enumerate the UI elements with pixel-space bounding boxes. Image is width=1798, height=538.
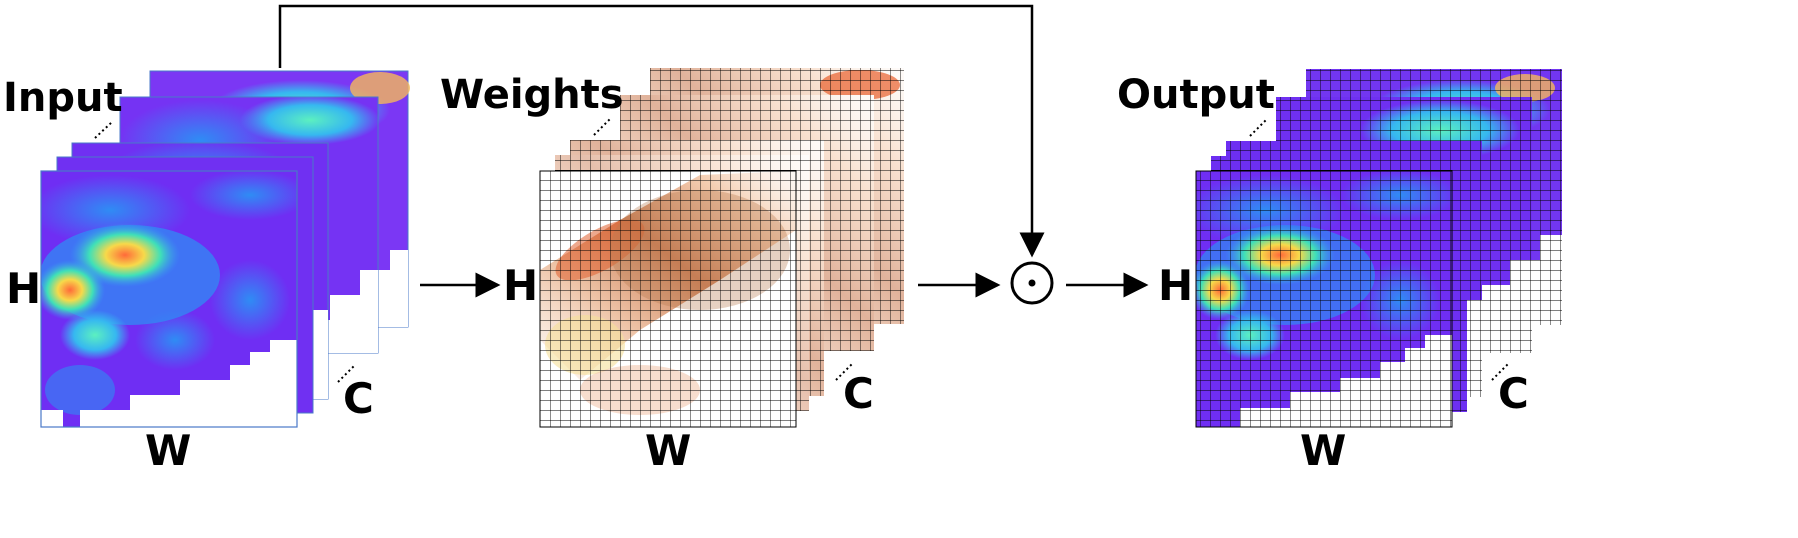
output-feature-stack: [1195, 69, 1562, 428]
input-depth-dots-bottom: [337, 365, 355, 383]
input-width-label: W: [145, 426, 191, 475]
output-depth-dots-top: [1249, 119, 1267, 137]
weights-width-label: W: [645, 426, 691, 475]
weights-title: Weights: [440, 72, 624, 118]
weights-stack: [539, 68, 904, 428]
input-channel-label: C: [343, 374, 374, 423]
input-title: Input: [3, 75, 123, 121]
input-feature-stack: [40, 70, 410, 428]
output-layer-front: [1196, 171, 1452, 427]
weights-layer-front: [540, 171, 796, 427]
output-channel-label: C: [1498, 369, 1529, 418]
input-depth-dots-top: [94, 121, 113, 139]
weights-depth-dots-bottom: [835, 363, 853, 381]
input-height-label: H: [6, 264, 41, 313]
output-title: Output: [1117, 72, 1275, 118]
weights-depth-dots-top: [593, 118, 611, 136]
weights-channel-label: C: [843, 369, 874, 418]
input-layer-front: [41, 171, 297, 427]
output-depth-dots-bottom: [1491, 363, 1509, 381]
skip-connection-arrow: [278, 4, 1045, 258]
elementwise-multiply-operator: [1010, 261, 1054, 305]
output-height-label: H: [1158, 261, 1193, 310]
weights-height-label: H: [503, 261, 538, 310]
output-width-label: W: [1300, 426, 1346, 475]
